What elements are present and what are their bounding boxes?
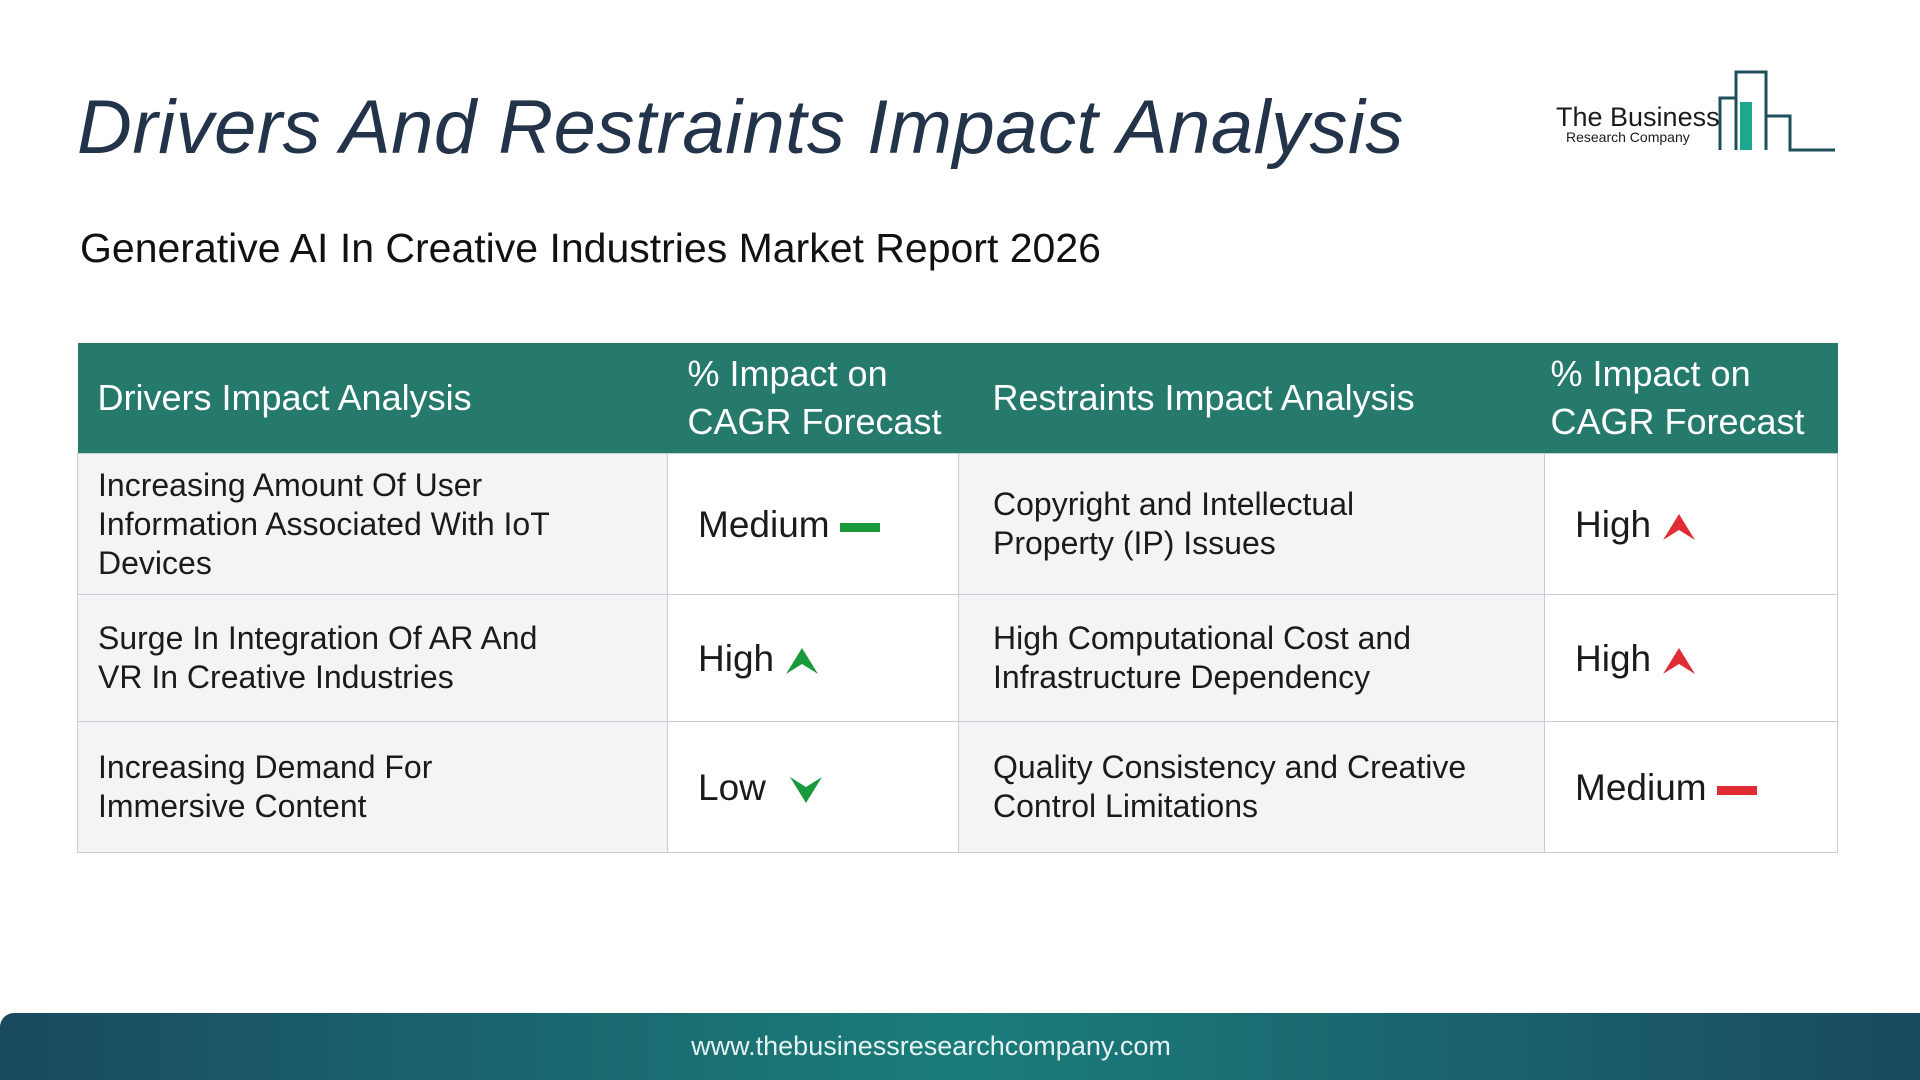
arrow-up-icon (786, 647, 819, 674)
driver-cell: Surge In Integration Of AR And VR In Cre… (77, 594, 668, 722)
driver-impact-value: High (698, 637, 775, 679)
dash-icon (1716, 785, 1757, 795)
header-restraints: Restraints Impact Analysis (958, 343, 1545, 454)
restraint-impact-cell: High (1544, 453, 1838, 595)
driver-impact-cell: High (667, 594, 959, 722)
arrow-down-icon (789, 776, 822, 803)
arrow-up-icon (1663, 513, 1696, 540)
restraint-impact-cell: Medium (1544, 721, 1838, 853)
driver-impact-cell: Low (667, 721, 959, 853)
arrow-up-icon (1663, 647, 1696, 674)
table-row: Increasing Amount Of User Information As… (77, 453, 1838, 595)
restraint-impact-value: High (1575, 503, 1652, 545)
logo-bars-icon (1718, 70, 1835, 152)
impact-table: Drivers Impact Analysis % Impact on CAGR … (77, 343, 1838, 853)
header-restraints-impact: % Impact on CAGR Forecast (1544, 343, 1838, 454)
driver-cell: Increasing Demand For Immersive Content (77, 721, 668, 853)
restraint-impact-cell: High (1544, 594, 1838, 722)
header-drivers: Drivers Impact Analysis (77, 343, 668, 454)
dash-icon (839, 522, 880, 532)
driver-impact-value: Medium (698, 503, 830, 545)
restraint-impact-value: Medium (1575, 766, 1707, 808)
page-title: Drivers And Restraints Impact Analysis (77, 85, 1404, 170)
driver-impact-value: Low (698, 766, 766, 808)
restraint-cell: Quality Consistency and Creative Control… (958, 721, 1545, 853)
table-row: Surge In Integration Of AR And VR In Cre… (77, 594, 1838, 722)
footer-bar: www.thebusinessresearchcompany.com (0, 1013, 1920, 1080)
report-subtitle: Generative AI In Creative Industries Mar… (80, 225, 1101, 271)
footer-url-link[interactable]: www.thebusinessresearchcompany.com (691, 1031, 1171, 1061)
logo-name-line2: Research Company (1566, 129, 1690, 145)
driver-impact-cell: Medium (667, 453, 959, 595)
header-drivers-impact: % Impact on CAGR Forecast (667, 343, 959, 454)
table-header-row: Drivers Impact Analysis % Impact on CAGR … (77, 343, 1838, 454)
table-row: Increasing Demand For Immersive Content … (77, 721, 1838, 853)
restraint-impact-value: High (1575, 637, 1652, 679)
company-logo: The Business Research Company (1550, 66, 1840, 156)
logo-name-line1: The Business (1556, 102, 1720, 132)
restraint-cell: Copyright and Intellectual Property (IP)… (958, 453, 1545, 595)
restraint-cell: High Computational Cost and Infrastructu… (958, 594, 1545, 722)
driver-cell: Increasing Amount Of User Information As… (77, 453, 668, 595)
